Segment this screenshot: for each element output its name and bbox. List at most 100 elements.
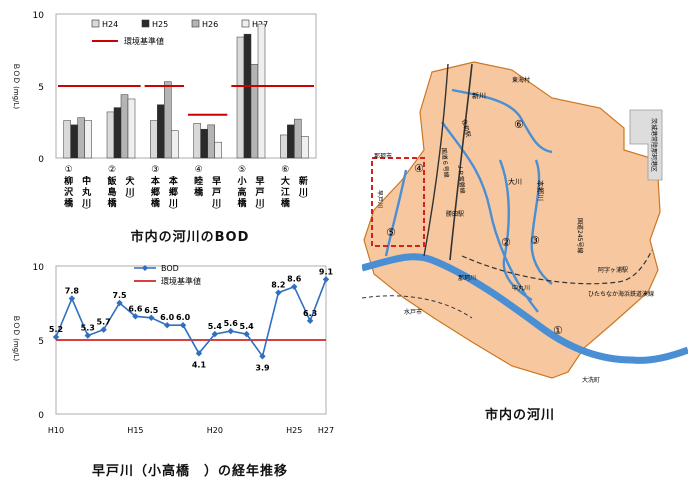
bar-cat-river-3: 川 [168, 198, 178, 209]
bar-cat-river-2: 川 [124, 187, 134, 198]
bar-cat-river-1: 中 [82, 175, 91, 187]
bod-point-H11 [68, 295, 76, 302]
bar-cat-river-4: 戸 [212, 187, 221, 198]
bod-label-H14: 7.5 [112, 291, 127, 300]
bar-H26-3 [164, 81, 172, 159]
bar-y-tick: 0 [38, 155, 44, 165]
bar-cat-name-1: 沢 [64, 186, 74, 198]
naka-river [362, 253, 688, 364]
site-mark-6: ⑥ [514, 118, 524, 131]
bar-cat-num-1: ① [65, 165, 73, 175]
label-tokai: 東海村 [512, 76, 530, 84]
bar-cat-river-5: 早 [255, 176, 264, 187]
bod-label-H18: 6.0 [176, 313, 191, 322]
bar-H25-2 [113, 107, 122, 159]
bar-cat-bracket-open: （ [298, 171, 307, 179]
bar-cat-river-6: 川 [298, 187, 308, 198]
legend-label-H24: H24 [102, 20, 118, 29]
site-mark-1: ① [553, 324, 563, 337]
bod-point-H27 [322, 276, 330, 283]
bar-cat-river-5: 戸 [255, 187, 264, 198]
label-hongo: 本郷川 [536, 180, 545, 201]
bar-H26-5 [250, 64, 259, 159]
bar-cat-bracket-open: （ [168, 171, 177, 179]
bar-H27-5 [257, 23, 266, 159]
bod-series-line [55, 279, 327, 359]
legend-bod-marker [142, 265, 148, 271]
bod-label-H19: 4.1 [192, 360, 207, 369]
bar-cat-river-3: 本 [169, 175, 179, 187]
bar-cat-river-1: 川 [81, 198, 91, 209]
bod-label-H21: 5.6 [224, 319, 239, 328]
bod-label-H11: 7.8 [65, 287, 80, 296]
bar-cat-name-1: 橋 [64, 197, 74, 209]
legend-swatch-H24 [91, 19, 100, 28]
bar-cat-bracket-open: （ [255, 171, 264, 179]
bod-label-H20: 5.4 [208, 322, 223, 331]
label-shinkawa: 新川 [472, 91, 486, 100]
nakamaru-river [441, 121, 539, 313]
bar-y-tick: 10 [33, 11, 45, 21]
line-x-tick: H10 [48, 426, 64, 435]
bod-point-H10 [52, 333, 60, 341]
bod-label-H16: 6.5 [144, 306, 159, 315]
bar-cat-name-6: 橋 [281, 197, 291, 209]
river-map: ① ② ③ ④ ⑤ ⑥ 新川 東海村 那珂市 佐和駅 国道６号線 ＪＲ常磐線 大… [362, 61, 688, 384]
bar-cat-bracket-close: ） [168, 206, 177, 214]
bod-label-H15: 6.6 [128, 304, 143, 313]
bod-label-H24: 8.2 [271, 281, 285, 290]
bar-H26-1 [77, 117, 85, 159]
bar-H25-6 [287, 124, 295, 159]
bar-plot-frame [55, 13, 317, 159]
label-mito: 水戸市 [404, 308, 422, 316]
bar-H26-6 [294, 118, 302, 159]
bar-H27-3 [171, 130, 179, 159]
ogawa-river [498, 159, 533, 302]
bar-cat-name-1: 柳 [64, 175, 73, 187]
bar-cat-num-2: ② [108, 165, 116, 175]
bod-point-H25 [291, 283, 298, 290]
bar-chart-title: 市内の河川のBOD [130, 230, 250, 245]
bod-label-H13: 5.7 [97, 318, 111, 327]
label-nakamaru: 中丸川 [512, 284, 530, 292]
shinkawa-river [451, 88, 553, 154]
site-mark-4: ④ [414, 162, 424, 175]
label-naka-city: 那珂市 [374, 152, 392, 160]
line-chart-title: 早戸川（小高橋 ）の経年推移 [91, 464, 288, 479]
bar-cat-name-5: 高 [237, 186, 246, 198]
bar-cat-name-4: 橋 [194, 186, 204, 198]
bod-point-H17 [163, 322, 171, 329]
bod-label-H27: 9.1 [319, 267, 334, 276]
line-x-tick: H27 [318, 426, 334, 435]
bar-cat-river-6: 新 [299, 175, 308, 187]
bar-H27-1 [84, 120, 92, 159]
bar-cat-num-3: ③ [151, 165, 159, 175]
route6 [423, 63, 449, 257]
port-block [629, 109, 663, 181]
bar-cat-bracket-open: （ [212, 171, 221, 179]
bar-cat-name-6: 江 [281, 186, 290, 198]
bar-H26-4 [207, 124, 215, 159]
site-mark-2: ② [501, 236, 511, 249]
bar-cat-river-1: 丸 [81, 186, 92, 198]
label-jr: ＪＲ常磐線 [456, 163, 467, 194]
bar-cat-bracket-close: ） [212, 206, 221, 214]
bod-point-H23 [259, 353, 266, 360]
bar-cat-river-3: 郷 [169, 186, 178, 198]
legend-swatch-H27 [241, 19, 250, 28]
study-area-highlight [371, 157, 425, 247]
bar-H26-2 [120, 94, 129, 159]
bar-cat-river-5: 川 [254, 198, 264, 209]
site-mark-5: ⑤ [386, 226, 396, 239]
mito-line [362, 295, 473, 319]
bod-label-H10: 5.2 [49, 325, 63, 334]
bod-label-H17: 6.0 [160, 313, 175, 322]
bod-point-H19 [195, 350, 203, 357]
legend-label-H26: H26 [202, 20, 218, 29]
map-title: 市内の河川 [484, 408, 555, 423]
minato-line [461, 249, 653, 285]
bar-H24-2 [106, 111, 115, 159]
bar-cat-river-4: 早 [212, 176, 221, 187]
bar-cat-name-6: 大 [281, 175, 290, 187]
bod-point-H18 [179, 322, 187, 329]
